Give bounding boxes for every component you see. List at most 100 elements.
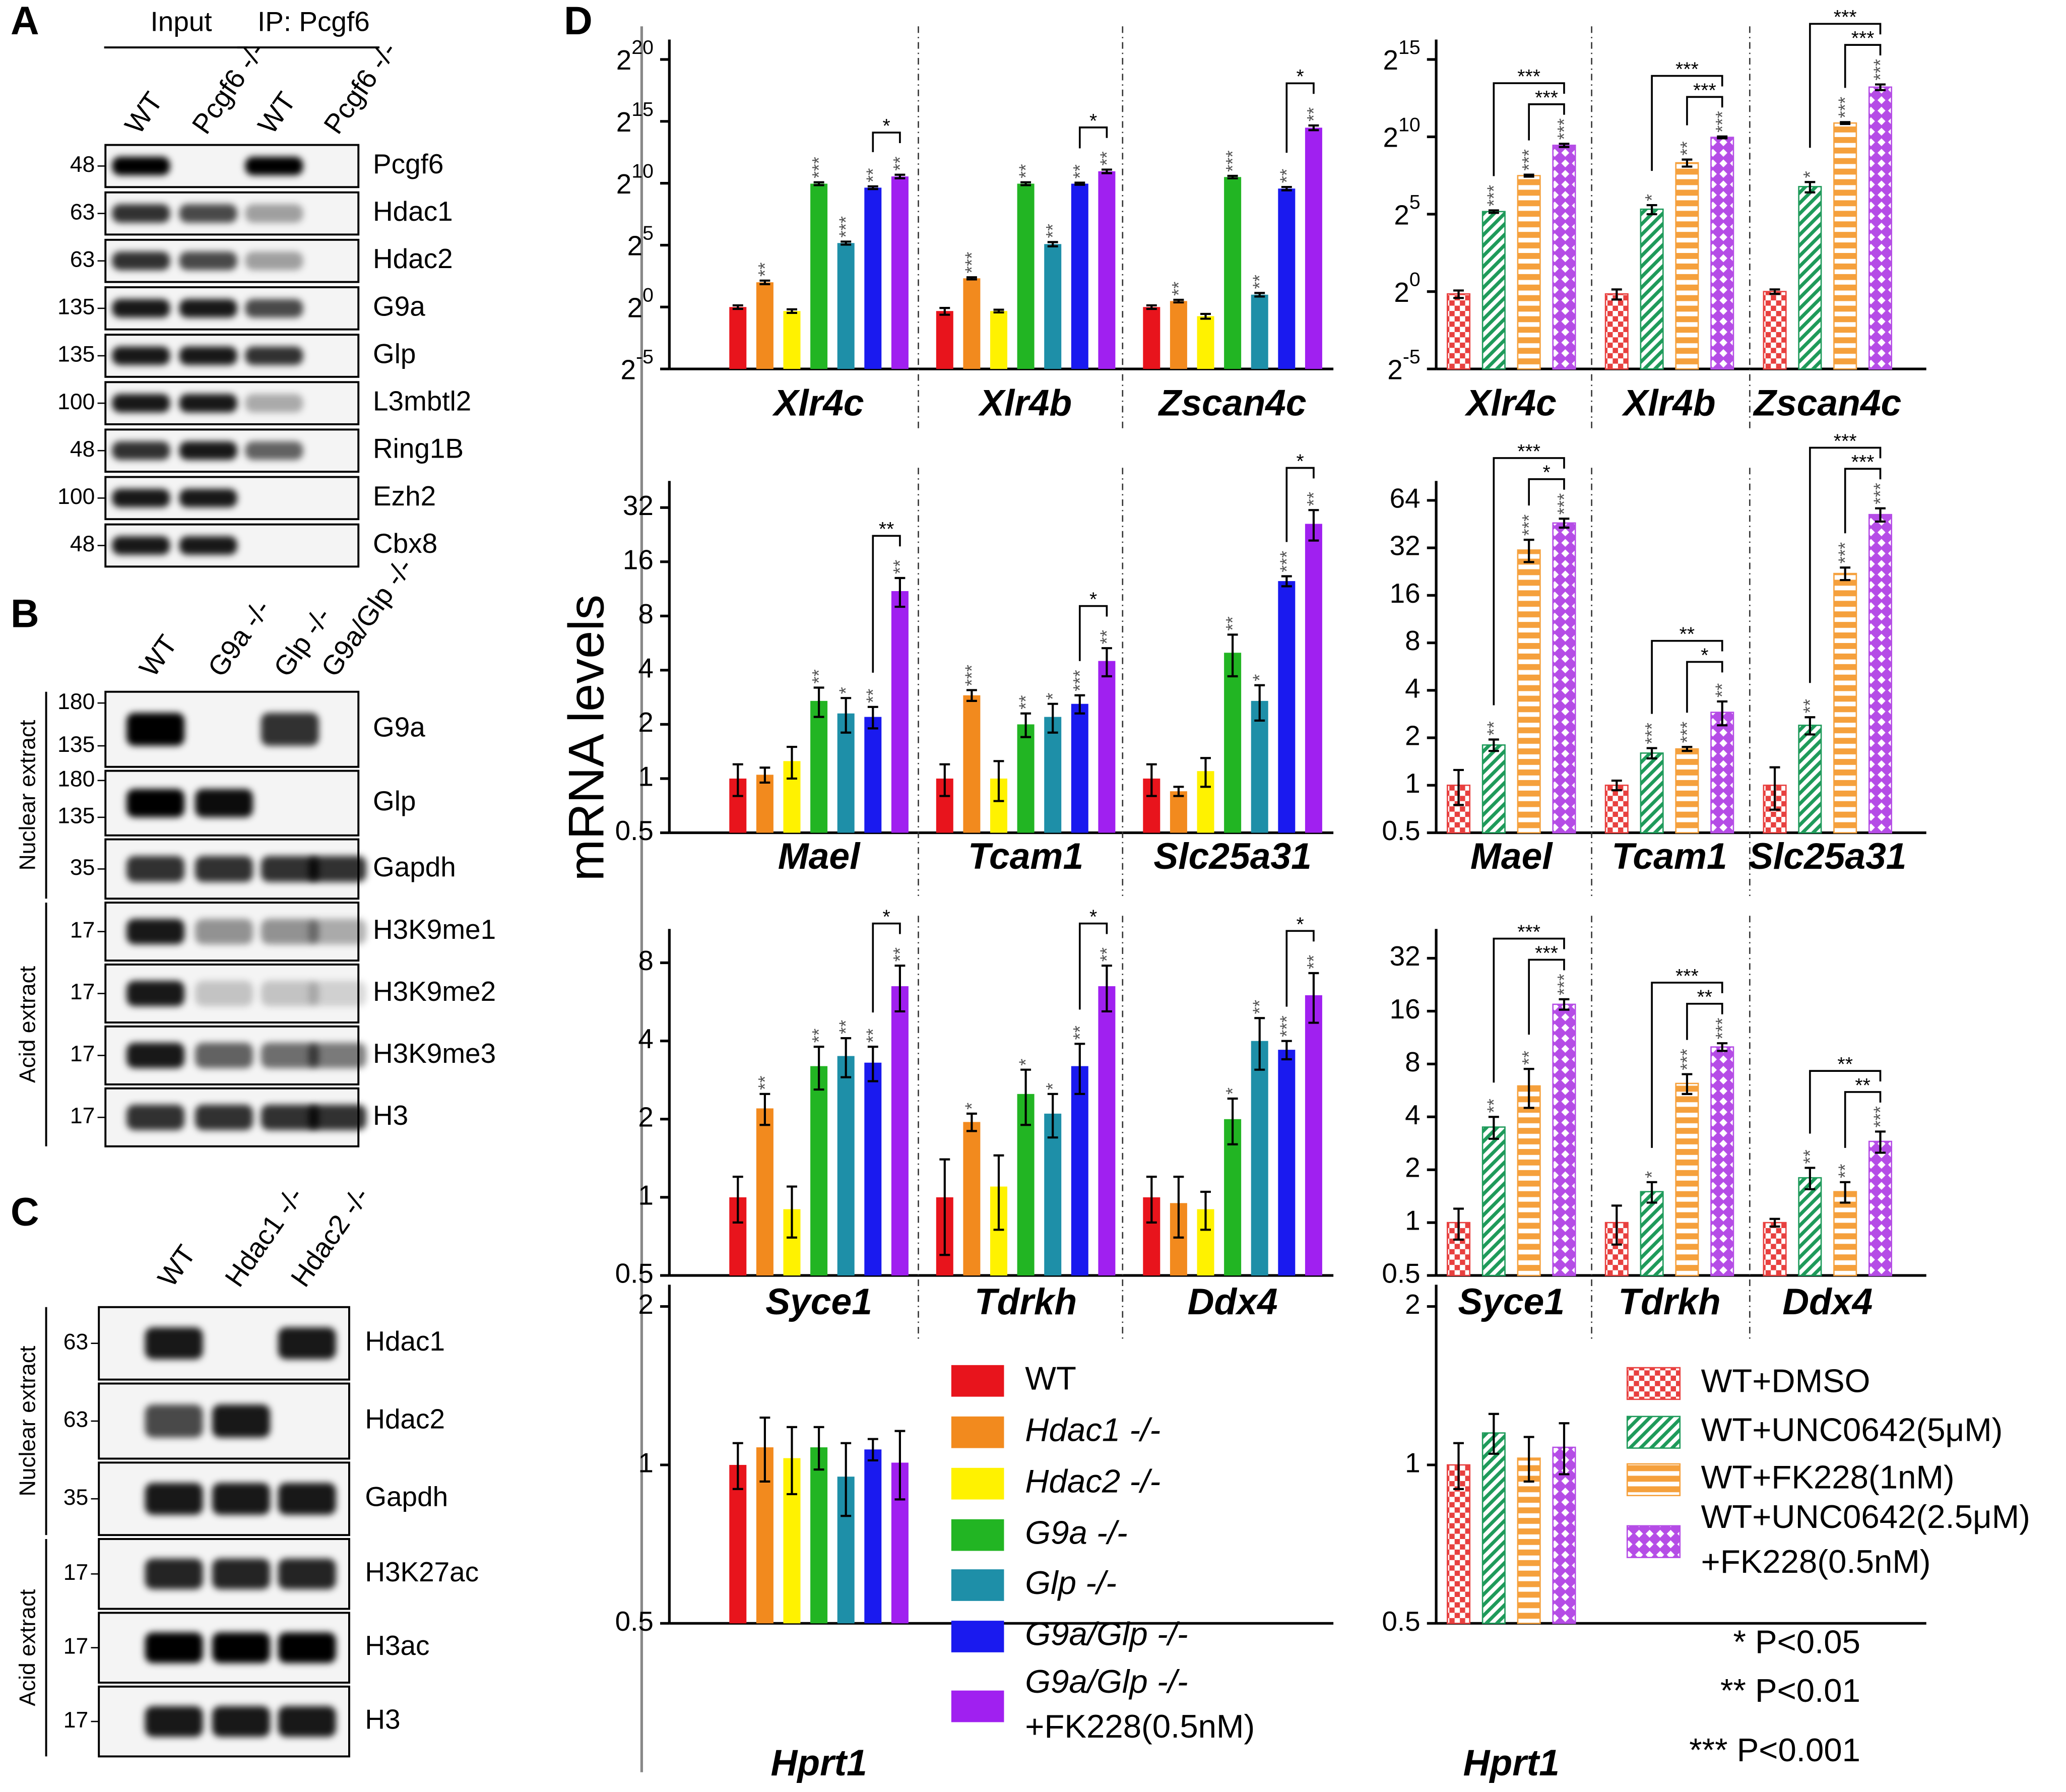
bar: [1224, 177, 1242, 369]
bar: [1675, 748, 1699, 834]
size-marker: 17: [63, 1560, 88, 1585]
significance: *: [1249, 674, 1270, 681]
tick-exponent: 0: [642, 284, 654, 306]
band: [179, 346, 237, 365]
bar: [1833, 122, 1857, 370]
bracket-label: ***: [1535, 87, 1558, 109]
error-bar: [1047, 241, 1058, 247]
error-bar: [787, 1185, 797, 1239]
error-bar: [759, 766, 770, 784]
band: [245, 536, 303, 555]
band: [278, 1327, 336, 1360]
error-bar: [813, 181, 824, 186]
tick-exponent: 10: [631, 160, 654, 182]
bar: [963, 1122, 981, 1276]
error-bar: [1453, 769, 1464, 806]
protein-label: L3mbtl2: [373, 386, 471, 417]
significance: ***: [1676, 1049, 1697, 1070]
error-bar: [813, 686, 824, 718]
y-tick-label: 2: [638, 1289, 654, 1320]
size-marker: 48: [70, 152, 95, 177]
significance: **: [889, 156, 910, 170]
y-tick-label: 1: [1405, 1447, 1421, 1478]
y-tick-label: 1: [1405, 767, 1421, 799]
legend-swatch: [951, 1519, 1004, 1551]
bar: [837, 243, 855, 369]
bar: [891, 176, 909, 369]
tick-exponent: 15: [631, 98, 654, 120]
significance: **: [1015, 164, 1036, 178]
bar: [864, 1062, 882, 1276]
y-tick-label: 4: [1405, 672, 1421, 703]
bar: [1170, 791, 1187, 833]
legend-swatch: [1626, 1463, 1681, 1496]
bar: [963, 695, 981, 833]
significance: ***: [1276, 1015, 1297, 1037]
gene-label: Tcam1: [1611, 836, 1727, 877]
gene-label: Ddx4: [1782, 1281, 1873, 1322]
gene-label: Zscan4c: [1753, 382, 1901, 424]
error-bar: [841, 1037, 852, 1078]
band: [261, 1104, 319, 1130]
error-bar: [1523, 1068, 1534, 1109]
size-marker: 100: [57, 484, 95, 509]
lane-label: WT: [251, 86, 302, 139]
significance: *: [1642, 194, 1662, 201]
y-tick-label: 210: [1383, 114, 1421, 153]
comparison-bracket: [1651, 75, 1723, 171]
band: [195, 1104, 253, 1130]
bar: [1251, 1041, 1268, 1276]
significance: ***: [1835, 97, 1855, 118]
gene-label: Xlr4c: [772, 382, 864, 424]
group-label: Input: [151, 6, 212, 37]
y-tick-label: 210: [616, 160, 654, 199]
significance: **: [1096, 151, 1117, 165]
bracket-label: *: [1296, 913, 1304, 935]
band: [245, 299, 303, 318]
bar: [864, 1449, 882, 1624]
error-bar: [1717, 135, 1728, 140]
bar: [1170, 301, 1187, 369]
error-bar: [813, 1426, 824, 1471]
error-bar: [1769, 1218, 1780, 1228]
band: [212, 1706, 271, 1737]
bar: [1552, 1446, 1576, 1624]
bar: [936, 311, 953, 369]
significance: **: [863, 1029, 883, 1043]
legend-label: WT+UNC0642(5μM): [1701, 1411, 2003, 1448]
error-bar: [1875, 1130, 1886, 1154]
tick-exponent: 10: [1398, 114, 1421, 136]
y-tick-label: 16: [1390, 993, 1421, 1025]
band: [179, 157, 237, 175]
gene-label: Tcam1: [968, 836, 1083, 877]
band: [112, 204, 170, 223]
bar: [1640, 1191, 1664, 1276]
bar: [963, 278, 981, 369]
significance: ***: [1519, 515, 1539, 536]
band: [145, 1558, 203, 1589]
band: [126, 1043, 185, 1068]
protein-label: Ring1B: [373, 433, 464, 464]
gene-label: Xlr4b: [1621, 382, 1715, 424]
error-bar: [1611, 1204, 1622, 1246]
band: [245, 489, 303, 507]
band: [311, 347, 369, 365]
bar: [1763, 1222, 1787, 1276]
band: [308, 1104, 366, 1130]
error-bar: [1611, 288, 1622, 301]
bracket-label: ***: [1535, 942, 1558, 964]
band: [308, 981, 366, 1006]
y-tick-label: 1: [638, 1179, 654, 1210]
bar: [891, 986, 909, 1276]
legend-label: G9a -/-: [1025, 1514, 1127, 1551]
band: [308, 856, 366, 882]
comparison-bracket: [1686, 96, 1723, 125]
band: [308, 919, 366, 944]
error-bar: [867, 1046, 878, 1082]
significance: **: [1303, 107, 1324, 121]
comparison-bracket: [1844, 1091, 1882, 1148]
significance: ***: [1554, 974, 1574, 995]
gene-label: Mael: [1470, 836, 1553, 877]
band: [195, 713, 253, 746]
